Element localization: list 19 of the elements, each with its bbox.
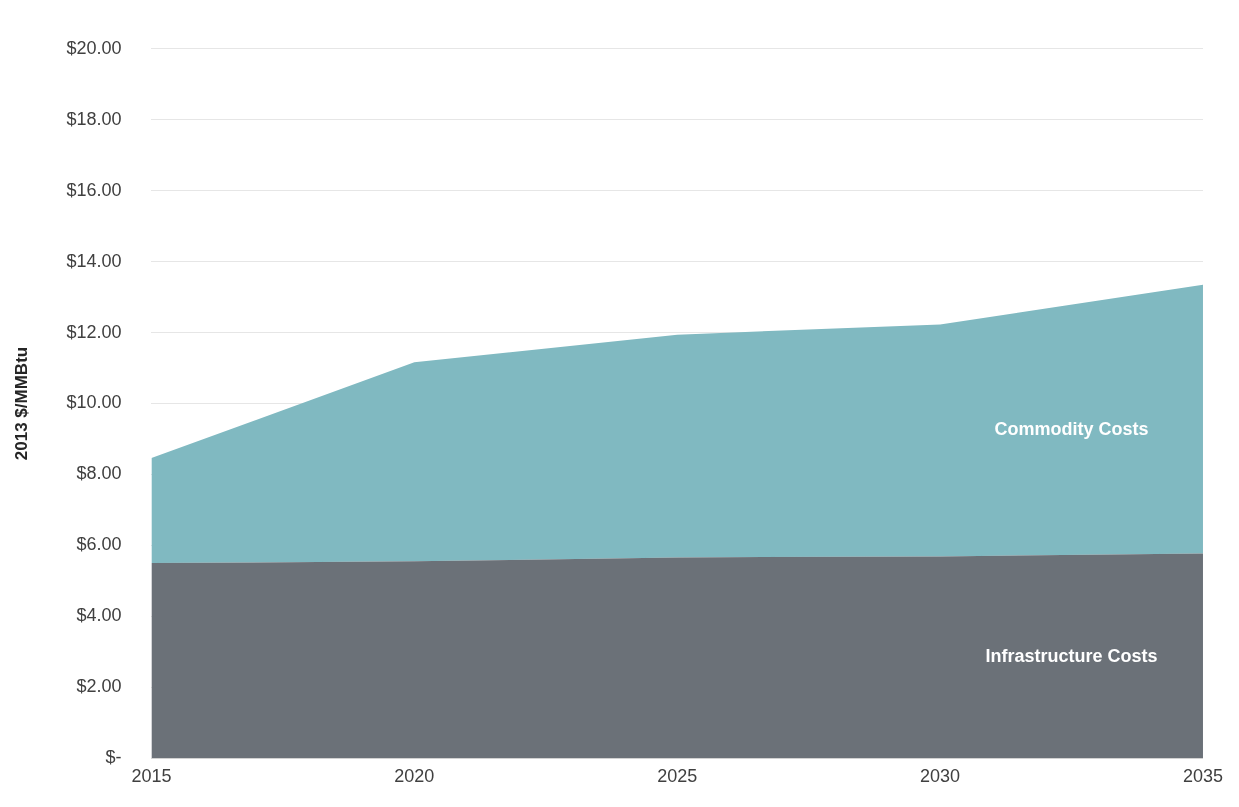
y-tick-label: $18.00 [66, 108, 122, 129]
x-tick-label: 2025 [657, 765, 698, 786]
series-label: Infrastructure Costs [985, 645, 1158, 666]
y-axis-title: 2013 $/MMBtu [11, 346, 31, 461]
y-tick-label: $6.00 [76, 534, 122, 555]
y-tick-label: $10.00 [66, 392, 122, 413]
series-label: Commodity Costs [994, 418, 1149, 439]
y-tick-label: $2.00 [76, 676, 122, 697]
y-tick-label: $4.00 [76, 605, 122, 626]
y-tick-label: $16.00 [66, 179, 122, 200]
x-tick-label: 2035 [1182, 765, 1223, 786]
x-tick-label: 2030 [920, 765, 961, 786]
y-tick-label: $8.00 [76, 463, 122, 484]
y-tick-label: $14.00 [66, 250, 122, 271]
y-tick-label: $12.00 [66, 321, 122, 342]
y-tick-label: $- [105, 747, 122, 768]
y-tick-label: $20.00 [66, 37, 122, 58]
x-tick-label: 2015 [131, 765, 172, 786]
x-tick-label: 2020 [394, 765, 435, 786]
